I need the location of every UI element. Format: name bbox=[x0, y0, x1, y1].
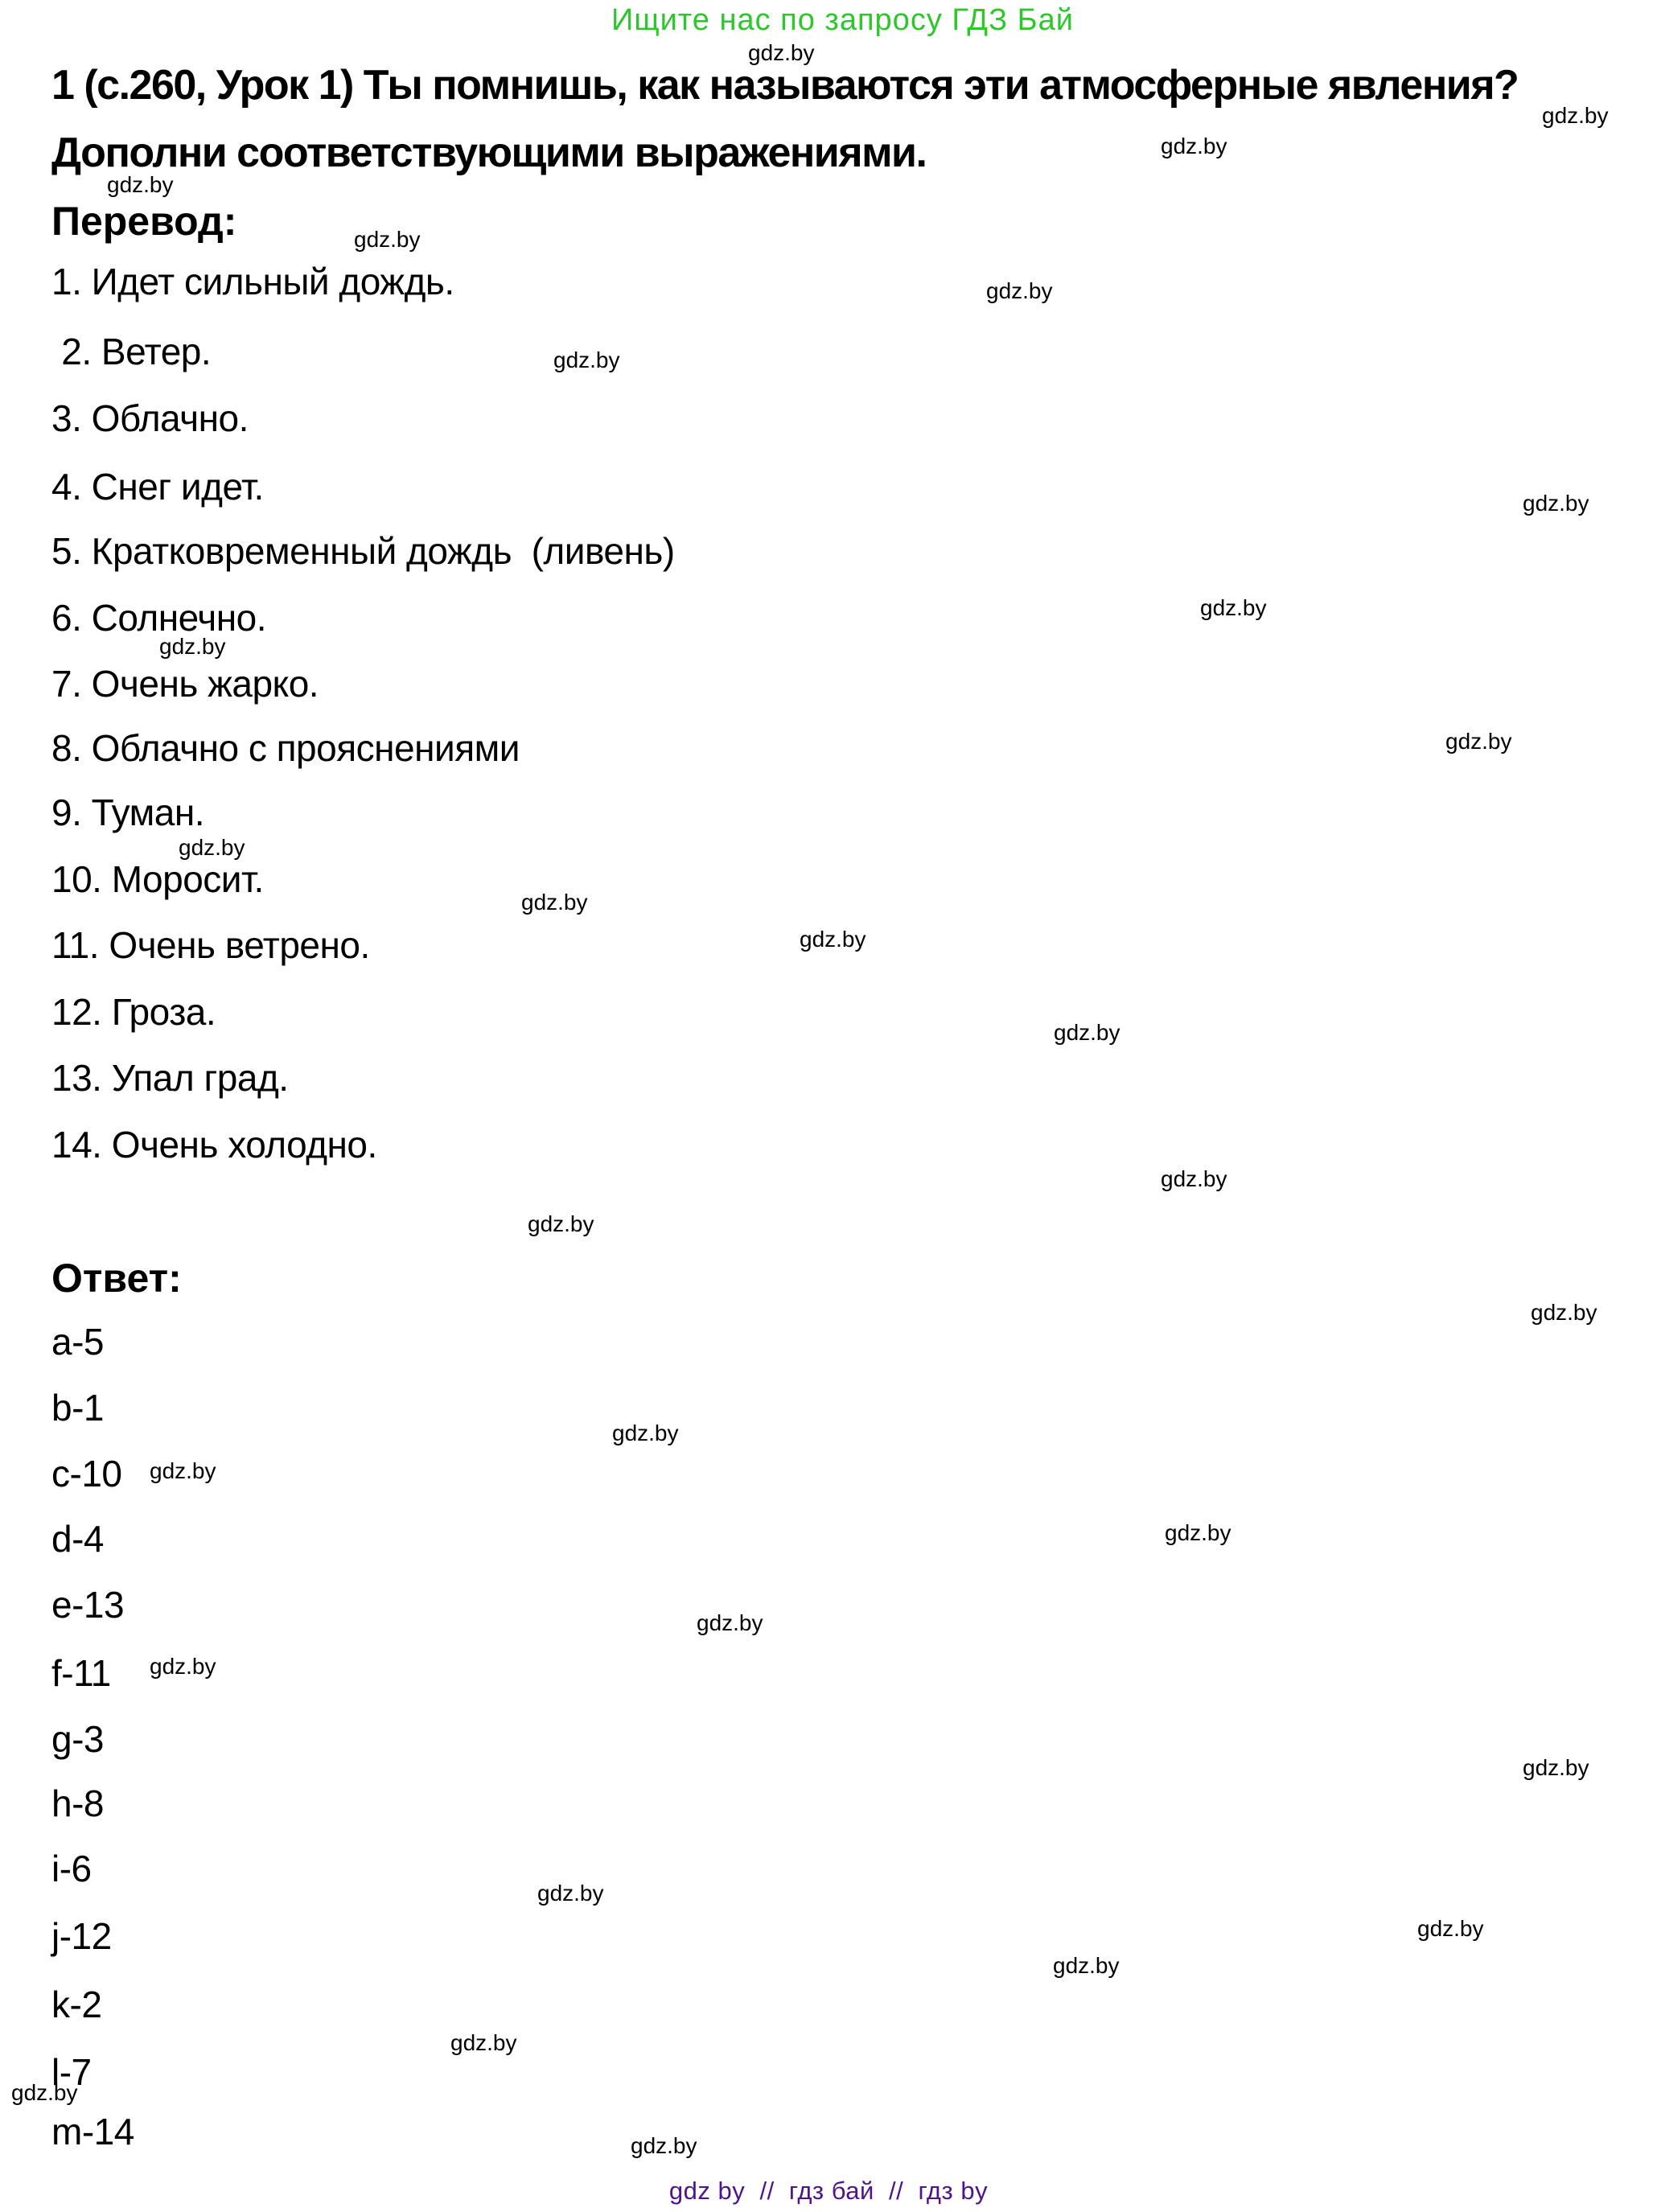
answer-item-k: k-2 bbox=[51, 1984, 102, 2025]
translation-heading: Перевод: bbox=[51, 199, 237, 244]
translation-item-4: 4. Снег идет. bbox=[51, 466, 264, 508]
answer-item-h: h-8 bbox=[51, 1782, 104, 1824]
translation-item-3: 3. Облачно. bbox=[51, 397, 249, 439]
watermark: gdz.by bbox=[150, 1458, 216, 1483]
watermark: gdz.by bbox=[159, 634, 226, 659]
watermark: gdz.by bbox=[1165, 1520, 1231, 1545]
translation-item-10: 10. Моросит. bbox=[51, 858, 264, 900]
footer-watermark: gdz by // гдз бай // гдз by bbox=[668, 2177, 989, 2205]
watermark: gdz.by bbox=[986, 278, 1053, 303]
watermark: gdz.by bbox=[528, 1211, 594, 1236]
watermark: gdz.by bbox=[1542, 103, 1609, 128]
watermark: gdz.by bbox=[697, 1610, 763, 1635]
task-title-line1: 1 (с.260, Урок 1) Ты помнишь, как называ… bbox=[51, 62, 1519, 109]
translation-item-14: 14. Очень холодно. bbox=[51, 1124, 377, 1166]
watermark: gdz.by bbox=[1445, 729, 1512, 754]
promo-banner: Ищите нас по запросу ГДЗ Бай bbox=[611, 3, 1074, 37]
translation-item-13: 13. Упал град. bbox=[51, 1057, 289, 1099]
watermark: gdz.by bbox=[1523, 491, 1589, 516]
answer-item-g: g-3 bbox=[51, 1718, 104, 1760]
watermark: gdz.by bbox=[11, 2080, 78, 2105]
watermark: gdz.by bbox=[800, 927, 866, 952]
watermark: gdz.by bbox=[179, 835, 245, 860]
answer-item-j: j-12 bbox=[51, 1915, 112, 1957]
watermark: gdz.by bbox=[631, 2133, 697, 2158]
watermark: gdz.by bbox=[150, 1654, 216, 1679]
watermark: gdz.by bbox=[1531, 1300, 1597, 1325]
watermark: gdz.by bbox=[107, 172, 174, 197]
translation-item-1: 1. Идет сильный дождь. bbox=[51, 261, 454, 302]
translation-item-6: 6. Солнечно. bbox=[51, 597, 266, 639]
translation-item-12: 12. Гроза. bbox=[51, 991, 216, 1033]
translation-item-2: 2. Ветер. bbox=[51, 331, 212, 372]
answer-item-d: d-4 bbox=[51, 1518, 104, 1560]
translation-item-8: 8. Облачно с прояснениями bbox=[51, 727, 520, 769]
answer-item-f: f-11 bbox=[51, 1652, 111, 1694]
watermark: gdz.by bbox=[1523, 1755, 1589, 1780]
watermark: gdz.by bbox=[1053, 1953, 1120, 1978]
answer-item-c: c-10 bbox=[51, 1453, 122, 1495]
translation-item-11: 11. Очень ветрено. bbox=[51, 924, 370, 966]
task-title-line2: Дополни соответствующими выражениями. bbox=[51, 130, 927, 176]
translation-item-5: 5. Кратковременный дождь (ливень) bbox=[51, 530, 675, 572]
watermark: gdz.by bbox=[553, 347, 620, 372]
watermark: gdz.by bbox=[748, 40, 815, 65]
answer-item-b: b-1 bbox=[51, 1387, 104, 1429]
watermark: gdz.by bbox=[537, 1881, 604, 1906]
answer-item-a: a-5 bbox=[51, 1321, 104, 1363]
watermark: gdz.by bbox=[1161, 134, 1227, 158]
answer-heading: Ответ: bbox=[51, 1256, 182, 1301]
answer-item-m: m-14 bbox=[51, 2111, 134, 2152]
translation-item-9: 9. Туман. bbox=[51, 791, 205, 833]
watermark: gdz.by bbox=[354, 227, 421, 252]
watermark: gdz.by bbox=[1054, 1020, 1120, 1045]
answer-item-i: i-6 bbox=[51, 1848, 92, 1889]
watermark: gdz.by bbox=[1200, 595, 1267, 620]
watermark: gdz.by bbox=[1417, 1916, 1484, 1941]
watermark: gdz.by bbox=[1161, 1166, 1227, 1191]
answer-item-l: l-7 bbox=[51, 2051, 92, 2093]
watermark: gdz.by bbox=[521, 890, 588, 915]
answer-item-e: e-13 bbox=[51, 1584, 125, 1626]
watermark: gdz.by bbox=[612, 1421, 679, 1445]
translation-item-7: 7. Очень жарко. bbox=[51, 663, 319, 705]
watermark: gdz.by bbox=[450, 2030, 517, 2055]
